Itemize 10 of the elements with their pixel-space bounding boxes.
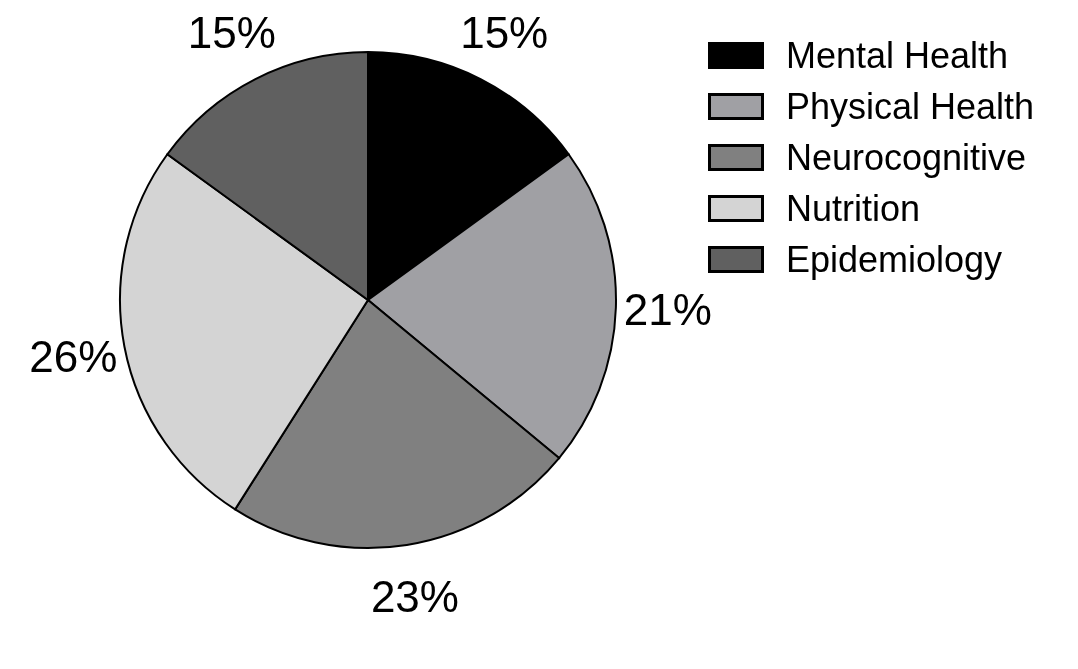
legend-label: Neurocognitive [786,136,1027,179]
data-label: 26% [29,331,118,381]
data-label: 15% [460,8,549,58]
legend-label: Epidemiology [786,238,1003,281]
data-label: 21% [623,284,712,334]
data-label: 23% [370,571,459,621]
data-label: 15% [187,8,276,58]
legend-label: Mental Health [786,34,1009,77]
legend-label: Nutrition [786,187,921,230]
legend-label: Physical Health [786,85,1035,128]
